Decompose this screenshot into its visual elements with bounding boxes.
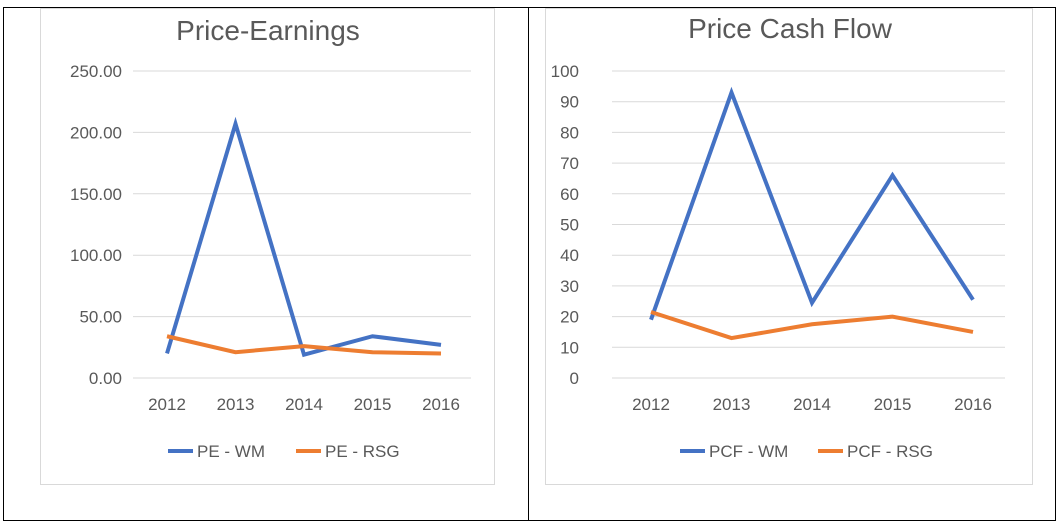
pcf-x-tick-label: 2015: [874, 395, 912, 414]
outer-frame: [3, 7, 1056, 521]
pcf-y-tick-label: 90: [560, 93, 579, 112]
pe-y-tick-label: 250.00: [70, 62, 122, 81]
pe-x-tick-label: 2013: [217, 395, 255, 414]
pcf-x-tick-label: 2016: [954, 395, 992, 414]
pe-chart: Price-Earnings 0.00 50.00 100.00 150.00 200.…: [70, 15, 471, 461]
pcf-x-tick-label: 2014: [793, 395, 831, 414]
pe-y-tick-label: 200.00: [70, 123, 122, 142]
pcf-y-tick-label: 80: [560, 123, 579, 142]
pcf-y-tick-label: 10: [560, 338, 579, 357]
pcf-y-tick-label: 40: [560, 246, 579, 265]
pe-x-tick-label: 2012: [148, 395, 186, 414]
pcf-series-line-rsg: [650, 310, 974, 341]
pe-x-tick-label: 2016: [422, 395, 460, 414]
pe-y-tick-label: 150.00: [70, 185, 122, 204]
pcf-chart: Price Cash Flow 0 10 20 30 40 50 60 70 80 90 100 20…: [551, 13, 1005, 461]
pcf-series-line-wm: [649, 86, 975, 321]
pe-legend-label: PE - RSG: [325, 442, 400, 461]
pcf-x-tick-label: 2013: [713, 395, 751, 414]
pe-x-tick-label: 2015: [354, 395, 392, 414]
pe-y-tick-label: 0.00: [89, 369, 122, 388]
pcf-y-tick-label: 100: [551, 62, 579, 81]
pe-x-tick-label: 2014: [285, 395, 323, 414]
pcf-y-tick-label: 20: [560, 308, 579, 327]
pcf-y-tick-label: 30: [560, 277, 579, 296]
pcf-y-tick-label: 0: [570, 369, 579, 388]
panel-divider: [528, 7, 529, 521]
pcf-y-tick-label: 50: [560, 216, 579, 235]
pcf-legend-label: PCF - WM: [709, 442, 788, 461]
pcf-chart-title: Price Cash Flow: [688, 13, 893, 44]
pe-y-tick-label: 50.00: [79, 308, 122, 327]
pe-legend-label: PE - WM: [197, 442, 265, 461]
pe-chart-area: [40, 8, 495, 485]
pe-y-tick-label: 100.00: [70, 246, 122, 265]
pe-series-line-wm: [165, 116, 442, 358]
pcf-y-tick-label: 70: [560, 154, 579, 173]
pcf-legend-label: PCF - RSG: [847, 442, 933, 461]
pe-series-line-rsg: [166, 334, 442, 356]
pcf-y-tick-label: 60: [560, 185, 579, 204]
pcf-x-tick-label: 2012: [632, 395, 670, 414]
pe-chart-title: Price-Earnings: [176, 15, 360, 46]
